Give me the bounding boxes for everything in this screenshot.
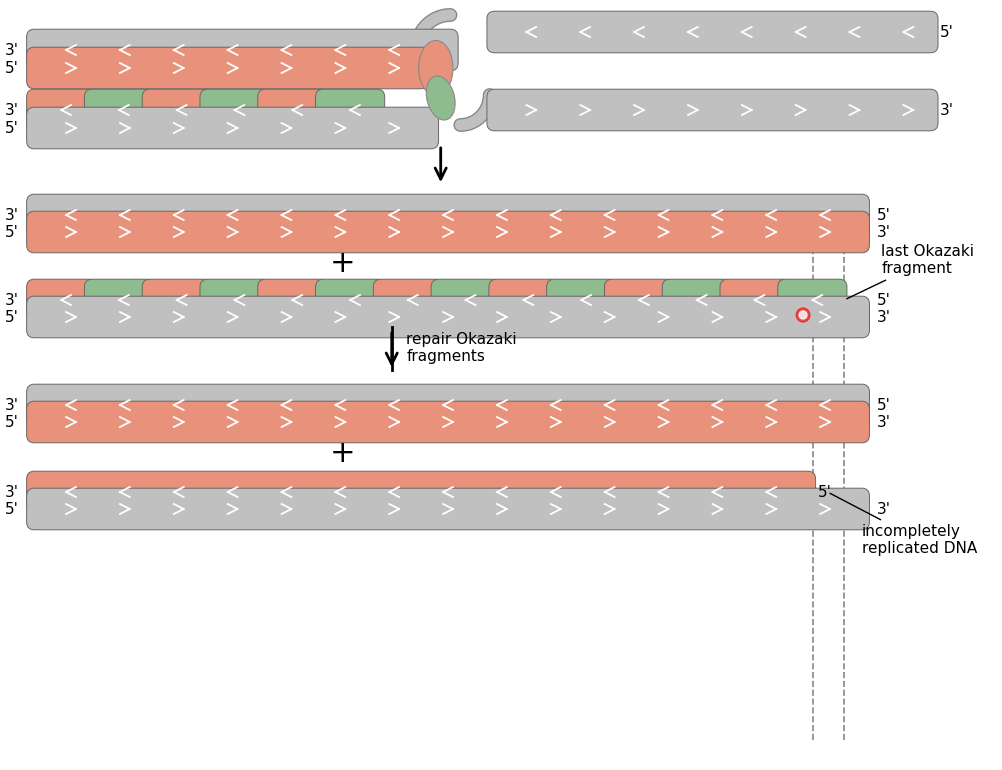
FancyBboxPatch shape bbox=[27, 384, 870, 426]
FancyBboxPatch shape bbox=[27, 29, 458, 71]
FancyBboxPatch shape bbox=[200, 280, 270, 321]
Text: 5': 5' bbox=[877, 293, 891, 307]
FancyBboxPatch shape bbox=[547, 280, 616, 321]
Text: 5': 5' bbox=[5, 61, 19, 75]
Text: repair Okazaki
fragments: repair Okazaki fragments bbox=[407, 332, 517, 364]
Text: 5': 5' bbox=[877, 397, 891, 413]
FancyBboxPatch shape bbox=[84, 89, 153, 131]
FancyBboxPatch shape bbox=[27, 211, 870, 253]
FancyBboxPatch shape bbox=[142, 280, 211, 321]
Text: 5': 5' bbox=[5, 225, 19, 239]
FancyBboxPatch shape bbox=[142, 89, 211, 131]
FancyBboxPatch shape bbox=[27, 47, 429, 89]
FancyBboxPatch shape bbox=[778, 280, 847, 321]
FancyBboxPatch shape bbox=[258, 280, 327, 321]
Text: 3': 3' bbox=[5, 484, 19, 500]
Text: last Okazaki
fragment: last Okazaki fragment bbox=[847, 244, 974, 299]
Text: 5': 5' bbox=[818, 484, 832, 500]
FancyBboxPatch shape bbox=[316, 280, 385, 321]
Text: 5': 5' bbox=[5, 120, 19, 136]
Text: 3': 3' bbox=[5, 293, 19, 307]
Text: 5': 5' bbox=[877, 207, 891, 223]
FancyBboxPatch shape bbox=[27, 280, 96, 321]
FancyBboxPatch shape bbox=[487, 89, 938, 131]
Ellipse shape bbox=[426, 76, 455, 120]
FancyBboxPatch shape bbox=[604, 280, 673, 321]
FancyBboxPatch shape bbox=[374, 280, 443, 321]
Text: 5': 5' bbox=[5, 310, 19, 324]
Text: 3': 3' bbox=[5, 42, 19, 58]
FancyBboxPatch shape bbox=[662, 280, 731, 321]
Text: 3': 3' bbox=[877, 225, 891, 239]
FancyBboxPatch shape bbox=[489, 280, 558, 321]
FancyBboxPatch shape bbox=[27, 471, 816, 513]
FancyBboxPatch shape bbox=[431, 280, 500, 321]
Text: +: + bbox=[330, 249, 356, 277]
FancyBboxPatch shape bbox=[200, 89, 270, 131]
FancyBboxPatch shape bbox=[27, 488, 870, 530]
Text: 3': 3' bbox=[877, 414, 891, 430]
Circle shape bbox=[800, 311, 807, 319]
FancyBboxPatch shape bbox=[487, 12, 938, 53]
Text: incompletely
replicated DNA: incompletely replicated DNA bbox=[830, 494, 977, 556]
FancyBboxPatch shape bbox=[27, 89, 96, 131]
Text: 3': 3' bbox=[5, 397, 19, 413]
Ellipse shape bbox=[419, 41, 453, 95]
Circle shape bbox=[797, 308, 810, 322]
FancyBboxPatch shape bbox=[27, 401, 870, 443]
FancyBboxPatch shape bbox=[316, 89, 385, 131]
Text: 5': 5' bbox=[5, 414, 19, 430]
FancyBboxPatch shape bbox=[27, 107, 439, 149]
Text: 3': 3' bbox=[5, 102, 19, 118]
Text: 3': 3' bbox=[940, 102, 954, 118]
Text: 3': 3' bbox=[877, 501, 891, 517]
FancyBboxPatch shape bbox=[84, 280, 153, 321]
Text: 5': 5' bbox=[940, 25, 954, 39]
Text: 3': 3' bbox=[877, 310, 891, 324]
FancyBboxPatch shape bbox=[27, 296, 870, 338]
FancyBboxPatch shape bbox=[720, 280, 790, 321]
Text: 3': 3' bbox=[5, 207, 19, 223]
Text: 5': 5' bbox=[5, 501, 19, 517]
Text: +: + bbox=[330, 438, 356, 467]
FancyBboxPatch shape bbox=[27, 194, 870, 236]
FancyBboxPatch shape bbox=[258, 89, 327, 131]
